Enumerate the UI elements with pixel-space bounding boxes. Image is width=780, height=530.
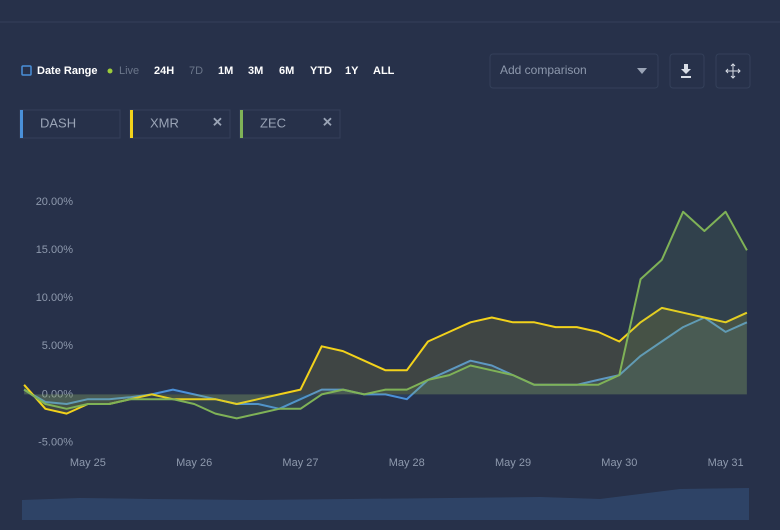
range-button[interactable]: ALL (373, 65, 395, 77)
dropdown-arrow (637, 68, 647, 74)
series-line (23, 306, 748, 415)
y-tick-label: 5.00% (42, 340, 73, 352)
y-tick-label: 20.00% (36, 196, 74, 208)
download-icon (681, 64, 691, 78)
range-button[interactable]: 6M (279, 65, 294, 77)
legend-label: ZEC (260, 115, 286, 130)
calendar-icon (21, 65, 32, 76)
range-button[interactable]: YTD (310, 65, 332, 77)
legend-chip[interactable] (239, 109, 341, 139)
x-tick-label: May 28 (389, 457, 425, 469)
legend-swatch (20, 110, 23, 138)
legend-chip[interactable] (129, 109, 231, 139)
live-dot (107, 68, 113, 74)
legend-swatch (130, 110, 133, 138)
y-tick-label: 10.00% (36, 292, 74, 304)
series-area (24, 317, 747, 409)
x-tick-label: May 29 (495, 457, 531, 469)
x-tick-label: May 27 (282, 457, 318, 469)
navigator[interactable] (22, 488, 749, 520)
y-tick-label: 15.00% (36, 244, 74, 256)
x-tick-label: May 30 (601, 457, 637, 469)
comparison-dropdown[interactable] (489, 53, 659, 89)
legend-label: XMR (150, 115, 179, 130)
fullscreen-icon (725, 63, 741, 79)
y-tick-label: 0.00% (42, 388, 73, 400)
series-line (23, 210, 748, 420)
series-area (24, 307, 747, 414)
range-button[interactable]: 7D (189, 65, 203, 77)
x-tick-label: May 31 (708, 457, 744, 469)
legend-label: DASH (40, 115, 76, 130)
range-button[interactable]: 24H (154, 65, 174, 77)
legend-swatch (240, 110, 243, 138)
x-tick-label: May 25 (70, 457, 106, 469)
range-button[interactable]: 1Y (345, 65, 359, 77)
y-tick-label: -5.00% (38, 436, 73, 448)
comparison-placeholder: Add comparison (500, 63, 587, 77)
x-tick-label: May 26 (176, 457, 212, 469)
remove-icon[interactable]: ✕ (322, 114, 333, 129)
range-button[interactable]: 1M (218, 65, 233, 77)
date-range-label: Date Range (37, 65, 98, 77)
range-button[interactable]: 3M (248, 65, 263, 77)
remove-icon[interactable]: ✕ (212, 114, 223, 129)
live-button[interactable]: Live (119, 65, 139, 77)
